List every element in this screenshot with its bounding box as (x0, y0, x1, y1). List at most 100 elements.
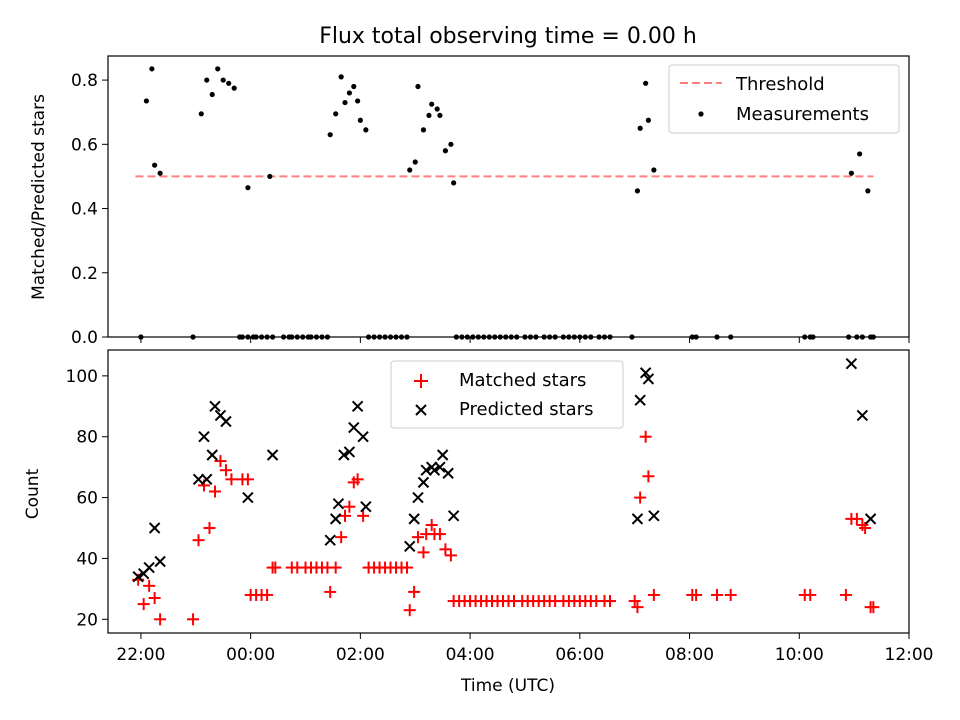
matched-star-marker (269, 561, 282, 574)
measurement-point (865, 188, 871, 194)
matched-star-marker (724, 588, 737, 601)
predicted-marker-b (642, 373, 655, 385)
measurement-point (333, 111, 339, 117)
predicted-star-marker (148, 522, 161, 534)
matched-star-marker (187, 613, 200, 626)
predicted-marker-b (428, 464, 441, 476)
bottom-y-tick-label: 20 (76, 610, 98, 630)
predicted-marker-b (631, 513, 644, 525)
predicted-star-marker (332, 497, 345, 510)
measurement-point (245, 185, 251, 191)
x-tick-label: 04:00 (446, 645, 495, 665)
measurement-point (651, 167, 657, 173)
matched-star-marker (417, 546, 430, 559)
predicted-star-marker (143, 561, 155, 574)
predicted-marker-b (639, 367, 652, 379)
matched-star-marker (241, 473, 254, 486)
predicted-marker-b (143, 561, 155, 574)
x-tick-label: 12:00 (885, 645, 934, 665)
predicted-star-marker (154, 555, 166, 568)
matched-star-marker (634, 491, 647, 504)
predicted-marker-b (856, 409, 869, 422)
measurement-point (426, 112, 432, 119)
predicted-marker-b (357, 431, 369, 443)
predicted-star-marker (343, 446, 356, 458)
top-y-tick-label: 0.4 (71, 200, 98, 220)
matched-star-marker (439, 543, 452, 556)
predicted-marker-b (845, 357, 858, 370)
predicted-marker-b (209, 400, 221, 413)
matched-star-marker (411, 531, 424, 544)
top-y-axis-label: Matched/Predicted stars (29, 94, 49, 300)
predicted-star-marker (408, 513, 420, 525)
measurement-point (645, 117, 652, 123)
threshold-legend-label: Threshold (735, 74, 825, 95)
bottom-legend-box (390, 360, 624, 429)
predicted-star-marker (447, 510, 460, 522)
measurement-point (363, 127, 369, 133)
bottom-y-tick-label: 100 (66, 367, 98, 387)
measurements-legend-label: Measurements (736, 104, 869, 125)
measurement-point (429, 101, 435, 107)
matched-star-marker (603, 595, 616, 608)
predicted-marker-b (329, 513, 342, 525)
ratio-plot: Flux total observing time = 0.00 h Match… (29, 24, 910, 348)
x-tick-label: 22:00 (116, 645, 165, 665)
measurement-point (442, 148, 449, 154)
predicted-marker-b (266, 449, 279, 461)
measurement-point (407, 167, 413, 173)
matched-star-marker (339, 509, 352, 522)
predicted-star-marker (192, 473, 205, 486)
measurement-point (351, 83, 357, 90)
matched-star-marker (690, 588, 703, 601)
predicted-star-marker (634, 394, 646, 406)
bottom-y-axis-label: Count (23, 468, 43, 519)
measurement-point (342, 99, 348, 106)
predicted-star-marker (324, 534, 336, 546)
predicted-star-marker (242, 491, 254, 504)
predicted-marker-b (201, 473, 213, 486)
predicted-marker-b (447, 510, 460, 522)
x-tick-label: 08:00 (665, 645, 714, 665)
measurement-point (157, 170, 163, 176)
x-tick-label: 06:00 (555, 645, 604, 665)
matched-star-marker (329, 561, 342, 574)
matched-star-marker (425, 518, 438, 531)
predicted-marker-b (148, 522, 161, 534)
predicted-star-marker (360, 501, 372, 513)
predicted-marker-b (242, 491, 254, 504)
measurement-point (355, 98, 361, 104)
x-tick-label: 00:00 (226, 645, 275, 665)
matched-star-marker (631, 601, 644, 614)
measurement-point (637, 125, 643, 131)
predicted-star-marker (357, 431, 369, 443)
predicted-marker-b (404, 540, 416, 552)
top-legend-box (668, 64, 900, 134)
predicted-marker-b (132, 570, 144, 583)
chart-title: Flux total observing time = 0.00 h (319, 24, 697, 49)
predicted-star-marker (198, 431, 210, 443)
matched-star-marker (343, 500, 356, 513)
predicted-marker-b (324, 534, 336, 546)
predicted-star-marker (206, 449, 218, 461)
matched-star-marker (261, 588, 274, 601)
predicted-star-marker (201, 473, 213, 486)
predicted-marker-b (360, 501, 372, 513)
top-y-tick-label: 0.6 (71, 135, 98, 155)
predicted-star-marker (329, 513, 342, 525)
predicted-star-marker (856, 409, 869, 422)
matched-star-marker (203, 522, 216, 535)
matched-star-marker (192, 534, 205, 547)
matched-star-marker (403, 604, 416, 617)
top-plot-frame (107, 55, 910, 338)
predicted-star-marker (631, 513, 644, 525)
measurement-point (152, 162, 158, 168)
predicted-legend-swatch (415, 404, 427, 416)
measurement-point (143, 98, 150, 104)
predicted-star-marker (434, 461, 446, 473)
predicted-marker-b (351, 400, 364, 413)
matched-star-marker (839, 588, 852, 601)
predicted-marker-b (417, 476, 430, 489)
matched-star-marker (351, 473, 364, 486)
measurement-point (643, 80, 649, 86)
